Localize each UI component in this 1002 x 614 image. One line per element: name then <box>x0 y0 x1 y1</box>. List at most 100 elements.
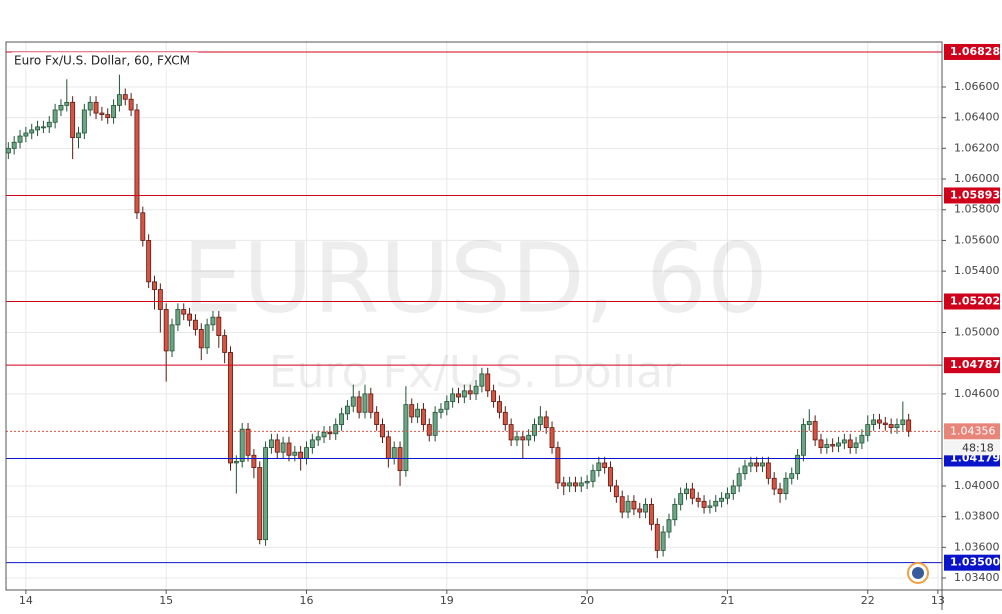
candle-body <box>169 324 175 352</box>
candle-body <box>765 462 771 479</box>
candle-body <box>537 416 543 425</box>
candle-body <box>192 319 198 330</box>
y-tick-label: 1.06600 <box>954 80 1000 93</box>
candle-body <box>116 94 122 106</box>
y-tick-label: 1.06400 <box>954 111 1000 124</box>
y-tick-label: 1.03600 <box>954 540 1000 553</box>
candle-body <box>233 461 239 464</box>
candle-body <box>742 465 748 475</box>
candle-body <box>713 500 719 507</box>
candle-body <box>309 439 315 448</box>
candle-body <box>479 373 485 387</box>
candle-body <box>286 442 292 456</box>
candle-body <box>93 101 99 114</box>
candle-body <box>689 488 695 499</box>
candle-body <box>40 126 46 129</box>
x-tick-label: 22 <box>861 594 875 607</box>
candle-body <box>29 129 35 134</box>
candle-body <box>567 482 573 487</box>
candle-body <box>602 462 608 468</box>
candle-body <box>374 411 380 425</box>
last-price-label: 1.04356 <box>950 424 996 437</box>
level-label: 1.05202 <box>950 294 1000 307</box>
candle-body <box>900 419 906 425</box>
candle-body <box>888 424 894 429</box>
title-bg <box>12 52 198 70</box>
candle-body <box>163 309 169 352</box>
chart-title: Euro Fx/U.S. Dollar, 60, FXCM <box>14 54 190 68</box>
level-label-bg <box>944 43 1000 60</box>
candle-body <box>23 132 29 137</box>
candle-body <box>783 477 789 495</box>
candle-body <box>561 482 567 487</box>
candle-body <box>420 408 426 425</box>
candle-body <box>146 240 152 283</box>
candle-body <box>608 467 613 487</box>
candle-body <box>356 396 362 413</box>
candle-body <box>590 470 596 482</box>
y-tick-label: 1.05600 <box>954 233 1000 246</box>
candle-body <box>122 94 128 100</box>
candle-body <box>216 316 222 336</box>
candle-body <box>760 462 765 467</box>
x-tick-label: 14 <box>19 594 33 607</box>
candle-body <box>654 523 660 551</box>
level-label-bg <box>944 554 1000 571</box>
candle-body <box>263 447 269 541</box>
candle-body <box>578 482 584 487</box>
candle-body <box>274 439 280 453</box>
candle-body <box>496 401 502 413</box>
candle-body <box>70 101 76 139</box>
logo <box>907 562 929 584</box>
candle-body <box>502 411 508 425</box>
y-tick-label: 1.04000 <box>954 479 1000 492</box>
candle-body <box>339 413 345 425</box>
candle-body <box>678 493 684 505</box>
candle-body <box>906 419 912 432</box>
candle-body <box>894 424 900 429</box>
candle-body <box>836 442 841 447</box>
candle-body <box>841 439 847 444</box>
y-tick-label: 1.05800 <box>954 203 1000 216</box>
candle-body <box>76 132 81 139</box>
y-tick-label: 1.05400 <box>954 264 1000 277</box>
level-label: 1.04787 <box>950 358 1000 371</box>
logo-core <box>912 567 924 579</box>
candle-body <box>362 393 368 413</box>
y-tick-label: 1.06000 <box>954 172 1000 185</box>
candle-body <box>181 309 187 315</box>
candle-body <box>719 497 725 502</box>
candle-body <box>450 393 456 402</box>
candle-body <box>584 480 590 484</box>
candle-body <box>128 98 134 111</box>
y-tick-label: 1.06200 <box>954 141 1000 154</box>
x-tick-label: 20 <box>580 594 594 607</box>
candle-body <box>473 385 479 395</box>
candle-body <box>555 447 561 484</box>
candle-body <box>543 416 549 429</box>
candle-body <box>526 434 532 441</box>
candle-body <box>812 421 818 441</box>
candle-body <box>853 442 859 448</box>
candle-body <box>292 451 298 456</box>
candle-body <box>789 473 795 479</box>
candle-body <box>385 436 391 459</box>
candle-body <box>461 390 467 398</box>
candle-body <box>508 424 514 441</box>
candle-body <box>444 401 450 410</box>
candle-body <box>771 477 777 490</box>
candle-body <box>111 104 117 119</box>
candle-body <box>204 324 210 349</box>
candle-body <box>532 424 537 436</box>
candle-body <box>380 424 385 438</box>
candle-body <box>333 424 339 435</box>
candle-body <box>707 505 713 508</box>
candle-body <box>572 482 578 487</box>
candle-body <box>321 431 327 438</box>
candle-body <box>368 393 374 413</box>
x-tick-label: 15 <box>159 594 173 607</box>
candle-body <box>198 329 204 349</box>
candle-body <box>672 503 678 521</box>
